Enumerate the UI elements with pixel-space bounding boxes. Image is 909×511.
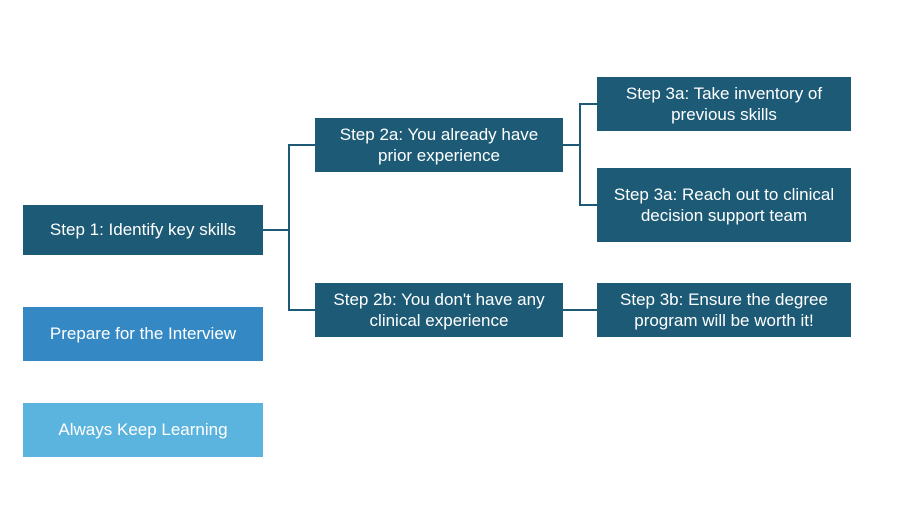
edge-step2a-to-step3a1	[563, 104, 597, 145]
node-step3a1: Step 3a: Take inventory of previous skil…	[597, 77, 851, 131]
node-learning: Always Keep Learning	[23, 403, 263, 457]
node-step2a: Step 2a: You already have prior experien…	[315, 118, 563, 172]
node-step3b: Step 3b: Ensure the degree program will …	[597, 283, 851, 337]
node-step2b: Step 2b: You don't have any clinical exp…	[315, 283, 563, 337]
edge-step1-to-step2a	[263, 145, 315, 230]
node-label: Step 2a: You already have prior experien…	[325, 124, 553, 167]
edge-step1-to-step2b	[263, 230, 315, 310]
node-label: Step 2b: You don't have any clinical exp…	[325, 289, 553, 332]
node-label: Prepare for the Interview	[50, 323, 236, 344]
node-prepare: Prepare for the Interview	[23, 307, 263, 361]
edge-step2a-to-step3a2	[563, 145, 597, 205]
node-step1: Step 1: Identify key skills	[23, 205, 263, 255]
node-label: Step 3b: Ensure the degree program will …	[607, 289, 841, 332]
node-step3a2: Step 3a: Reach out to clinical decision …	[597, 168, 851, 242]
node-label: Step 3a: Reach out to clinical decision …	[607, 184, 841, 227]
node-label: Step 1: Identify key skills	[50, 219, 236, 240]
node-label: Step 3a: Take inventory of previous skil…	[607, 83, 841, 126]
node-label: Always Keep Learning	[58, 419, 227, 440]
